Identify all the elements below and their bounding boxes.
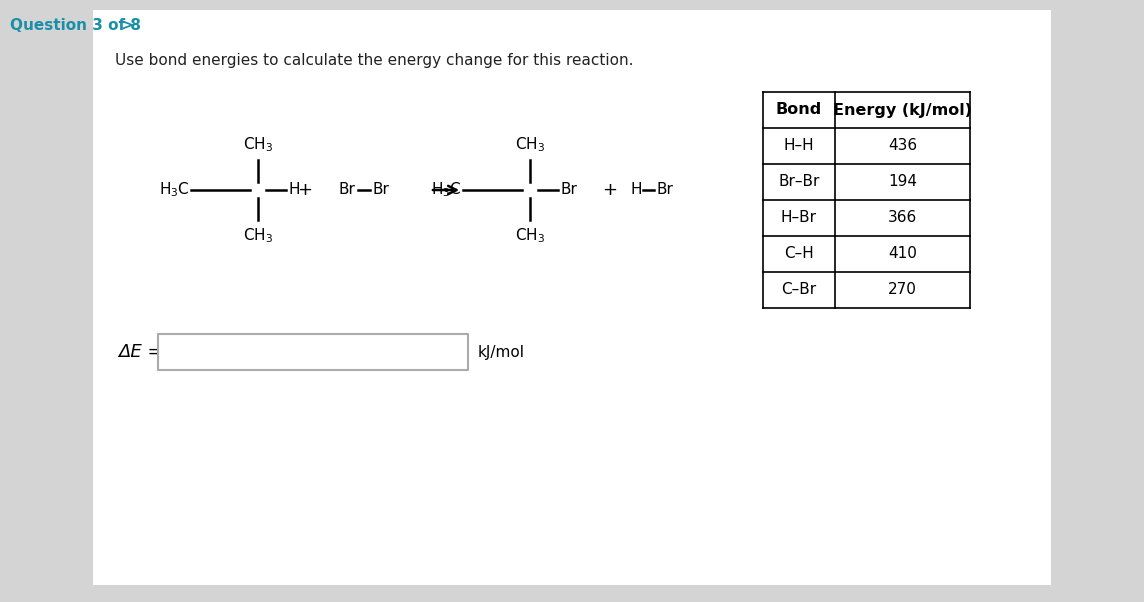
Text: Use bond energies to calculate the energy change for this reaction.: Use bond energies to calculate the energ… bbox=[116, 53, 634, 68]
Bar bbox=[93, 10, 1051, 585]
Text: 194: 194 bbox=[888, 175, 917, 190]
Text: Bond: Bond bbox=[776, 102, 823, 117]
Text: C–Br: C–Br bbox=[781, 282, 817, 297]
Text: 366: 366 bbox=[888, 211, 917, 226]
Text: Br–Br: Br–Br bbox=[778, 175, 820, 190]
Text: 410: 410 bbox=[888, 246, 917, 261]
Text: Br: Br bbox=[372, 182, 389, 197]
Text: CH$_3$: CH$_3$ bbox=[515, 135, 545, 154]
Text: Br: Br bbox=[561, 182, 577, 197]
Text: +: + bbox=[297, 181, 312, 199]
Text: H: H bbox=[630, 182, 642, 197]
Text: H$_3$C: H$_3$C bbox=[159, 181, 190, 199]
Bar bbox=[158, 334, 468, 370]
Text: CH$_3$: CH$_3$ bbox=[515, 226, 545, 244]
Text: Br: Br bbox=[337, 182, 355, 197]
Text: +: + bbox=[603, 181, 618, 199]
Text: Energy (kJ/mol): Energy (kJ/mol) bbox=[833, 102, 972, 117]
Text: Question 3 of 8: Question 3 of 8 bbox=[10, 18, 141, 33]
Text: 270: 270 bbox=[888, 282, 917, 297]
Text: C–H: C–H bbox=[784, 246, 813, 261]
Text: H: H bbox=[288, 182, 300, 197]
Text: H–H: H–H bbox=[784, 138, 815, 154]
Text: 436: 436 bbox=[888, 138, 917, 154]
Text: ΔE =: ΔE = bbox=[118, 343, 162, 361]
Text: CH$_3$: CH$_3$ bbox=[243, 135, 273, 154]
Text: H$_3$C: H$_3$C bbox=[431, 181, 462, 199]
Text: kJ/mol: kJ/mol bbox=[478, 344, 525, 359]
Text: CH$_3$: CH$_3$ bbox=[243, 226, 273, 244]
Text: Br: Br bbox=[656, 182, 673, 197]
Text: >: > bbox=[120, 18, 133, 33]
Text: H–Br: H–Br bbox=[781, 211, 817, 226]
